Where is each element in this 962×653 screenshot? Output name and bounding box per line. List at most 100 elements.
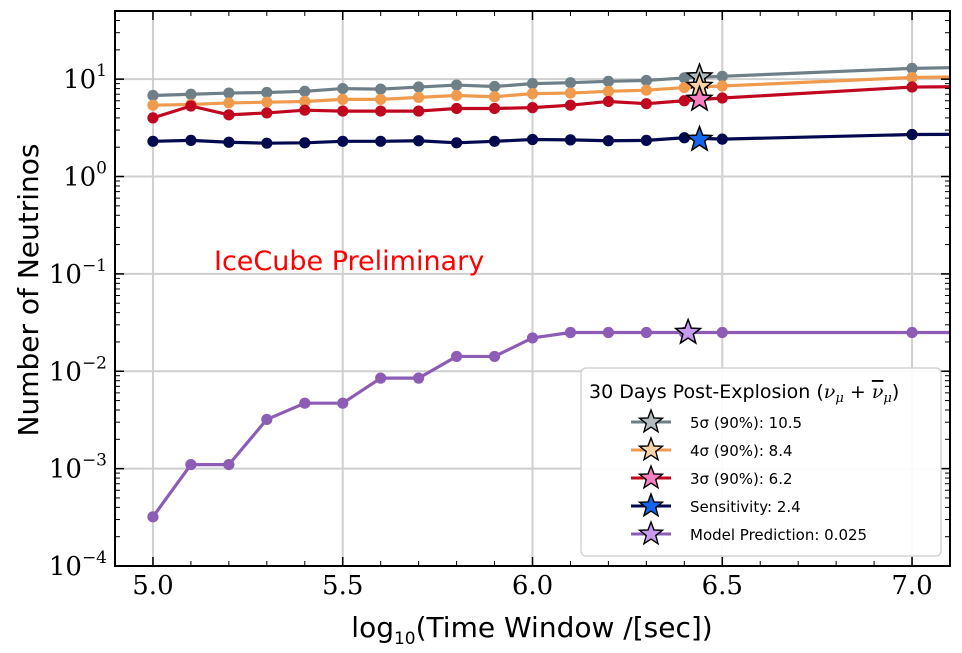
data-point <box>375 372 387 384</box>
data-point <box>413 372 425 384</box>
data-point <box>526 332 539 344</box>
data-point <box>299 104 311 116</box>
data-point <box>375 93 387 105</box>
data-point <box>526 102 539 114</box>
legend-title-nu: ν <box>824 381 836 403</box>
data-point <box>147 135 159 147</box>
y-tick-label: 101 <box>63 61 107 95</box>
data-point <box>375 83 387 95</box>
y-tick-exponent: 0 <box>96 159 107 179</box>
data-point <box>450 137 463 149</box>
data-point <box>678 132 690 144</box>
x-tick-label: 5.5 <box>322 571 363 601</box>
data-point <box>185 459 197 471</box>
data-point <box>450 79 463 91</box>
data-point <box>640 326 652 339</box>
legend-title-nubar: ν <box>872 381 884 403</box>
data-point <box>906 62 918 74</box>
data-point <box>716 133 728 145</box>
data-point <box>413 135 425 147</box>
y-tick-exponent: −4 <box>82 548 107 568</box>
x-axis-label-sub: 10 <box>394 629 416 649</box>
data-point <box>261 137 273 149</box>
y-tick-label: 10−1 <box>49 256 107 290</box>
legend-title-mu: μ <box>835 391 843 406</box>
y-tick-base: 10 <box>63 163 96 193</box>
y-tick-base: 10 <box>49 357 82 387</box>
data-point <box>261 413 273 426</box>
y-tick-exponent: −3 <box>82 451 107 471</box>
series-0 <box>147 62 950 102</box>
legend-entry: Sensitivity: 2.4 <box>631 492 801 518</box>
data-point <box>223 136 235 148</box>
data-point <box>413 105 425 117</box>
data-point <box>906 128 918 141</box>
data-point <box>602 135 615 147</box>
series-2 <box>147 81 950 124</box>
legend-star <box>637 520 665 546</box>
data-point <box>185 100 197 112</box>
x-tick-label: 6.5 <box>702 571 743 601</box>
data-point <box>906 71 918 84</box>
data-point <box>488 135 501 147</box>
x-tick-label: 6.0 <box>512 571 553 601</box>
data-point <box>564 326 577 339</box>
data-point <box>678 72 690 84</box>
legend: 30 Days Post-Explosion (νμ + νμ) 5σ (90%… <box>580 367 942 557</box>
data-point <box>716 326 728 339</box>
data-point <box>640 84 652 96</box>
legend-entries: 5σ (90%): 10.5 4σ (90%): 8.4 3σ (90%): 6.2… <box>631 408 867 546</box>
star-marker <box>673 317 703 345</box>
data-point <box>261 86 273 99</box>
y-tick-exponent: −1 <box>82 256 107 276</box>
x-axis-label: log10(Time Window /[sec]) <box>351 611 712 649</box>
y-axis-label: Number of Neutrinos <box>12 144 45 437</box>
data-point <box>488 350 501 363</box>
series-line <box>152 66 950 98</box>
data-point <box>147 89 159 102</box>
series-line <box>152 85 950 120</box>
y-tick-base: 10 <box>49 260 82 290</box>
data-point <box>375 105 387 117</box>
data-point <box>716 80 728 92</box>
x-axis-label-prefix: log <box>351 611 394 644</box>
data-point <box>602 75 615 87</box>
data-point <box>488 102 501 115</box>
legend-label: Sensitivity: 2.4 <box>690 498 801 516</box>
data-point <box>526 133 539 146</box>
legend-entry: 3σ (90%): 6.2 <box>631 464 793 490</box>
legend-star <box>637 464 665 490</box>
data-point <box>337 135 349 147</box>
y-tick-base: 10 <box>63 65 96 95</box>
data-point <box>147 99 159 111</box>
data-point <box>337 105 349 117</box>
y-tick-label: 10−4 <box>49 548 107 582</box>
data-point <box>413 91 425 103</box>
legend-title-text: 30 Days Post-Explosion <box>589 381 810 403</box>
data-point <box>602 85 615 97</box>
data-point <box>906 81 918 93</box>
legend-box <box>580 367 942 557</box>
series-group <box>147 61 950 523</box>
ticks <box>114 10 951 567</box>
data-point <box>640 134 652 146</box>
data-point <box>299 397 311 409</box>
data-point <box>299 137 311 149</box>
data-point <box>564 99 577 111</box>
data-point <box>223 97 235 109</box>
data-point <box>526 78 539 90</box>
legend-label: Model Prediction: 0.025 <box>690 526 867 544</box>
data-point <box>450 89 463 102</box>
data-point <box>223 459 235 471</box>
legend-star <box>637 408 665 434</box>
data-point <box>564 87 577 99</box>
series-line <box>152 75 950 107</box>
legend-label: 4σ (90%): 8.4 <box>690 442 793 460</box>
data-point <box>716 70 728 82</box>
legend-title: 30 Days Post-Explosion (νμ + νμ) <box>589 381 899 406</box>
data-point <box>299 85 311 97</box>
data-point <box>906 326 918 339</box>
data-point <box>223 87 235 99</box>
